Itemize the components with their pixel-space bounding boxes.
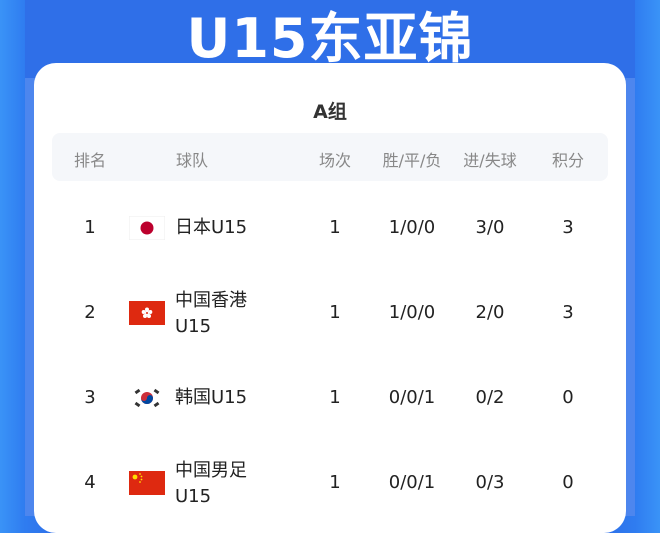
rank: 1: [84, 217, 96, 238]
col-points: 积分: [551, 151, 585, 170]
hong-kong-flag-icon: [129, 301, 165, 325]
china-flag-icon: [129, 471, 165, 495]
col-rank: 排名: [73, 151, 107, 170]
team-name[interactable]: 中国男足U15: [175, 460, 247, 507]
col-goals: 进/失球: [463, 151, 517, 170]
group-title: A组: [313, 101, 347, 123]
wdl: 0/0/1: [388, 387, 436, 408]
played: 1: [329, 387, 341, 408]
wdl: 1/0/0: [388, 217, 436, 238]
played: 1: [329, 217, 341, 238]
table-row[interactable]: 3 韩国U15 1 0/0/1 0/2 0: [34, 356, 626, 441]
points: 0: [562, 472, 574, 493]
played: 1: [329, 302, 341, 323]
goals: 0/3: [475, 472, 505, 493]
col-wdl: 胜/平/负: [382, 151, 442, 170]
goals: 3/0: [475, 217, 505, 238]
table-row[interactable]: 1 日本U15 1 1/0/0 3/0 3: [34, 186, 626, 271]
table-row[interactable]: 4 中国男足U15 1 0/0/1 0/3 0: [34, 441, 626, 526]
rank: 2: [84, 302, 96, 323]
korea-flag-icon: [129, 386, 165, 410]
col-played: 场次: [318, 151, 352, 170]
table-row[interactable]: 2 中国香港U15 1 1/0/0 2/0 3: [34, 271, 626, 356]
table-header: 排名 球队 场次 胜/平/负 进/失球 积分: [52, 133, 608, 181]
team-name[interactable]: 韩国U15: [175, 387, 248, 408]
wdl: 1/0/0: [388, 302, 436, 323]
goals: 2/0: [475, 302, 505, 323]
team-name[interactable]: 日本U15: [175, 217, 248, 238]
team-name[interactable]: 中国香港U15: [175, 290, 247, 337]
col-team: 球队: [175, 151, 209, 170]
rank: 3: [84, 387, 96, 408]
played: 1: [329, 472, 341, 493]
standings-card: A组 排名 球队 场次 胜/平/负 进/失球 积分 1 日本U15 1 1/0/…: [34, 63, 626, 533]
rank: 4: [84, 472, 96, 493]
points: 3: [562, 302, 574, 323]
points: 3: [562, 217, 574, 238]
page-title: U15东亚锦: [186, 7, 474, 70]
goals: 0/2: [475, 387, 505, 408]
points: 0: [562, 387, 574, 408]
wdl: 0/0/1: [388, 472, 436, 493]
japan-flag-icon: [128, 215, 166, 241]
